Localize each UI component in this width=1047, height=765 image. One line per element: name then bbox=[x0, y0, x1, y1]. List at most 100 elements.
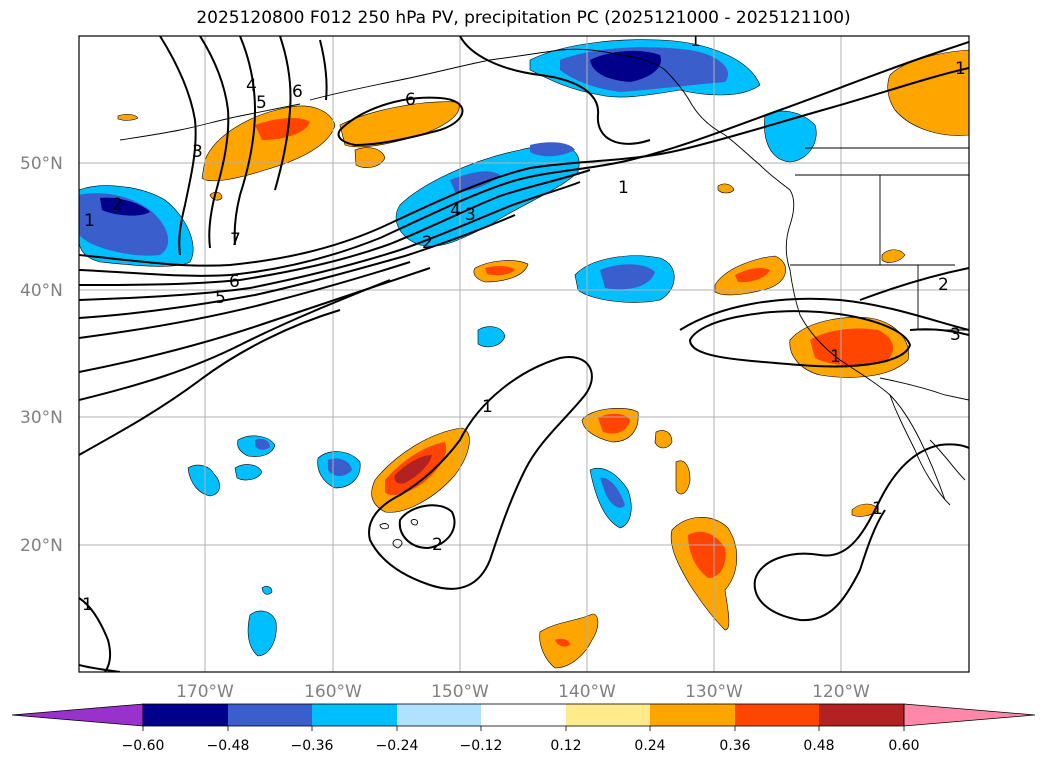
colorbar-tick-label: −0.48 bbox=[207, 738, 250, 754]
precip-pos-mid-b-core bbox=[735, 267, 770, 283]
contour-label: 2 bbox=[432, 535, 443, 555]
lon-label-150w: 150°W bbox=[431, 682, 489, 702]
precip-pos-east-b bbox=[654, 430, 673, 449]
colorbar-tick-label: 0.12 bbox=[550, 738, 581, 754]
contour-label: 3 bbox=[950, 325, 961, 345]
coast-alaska-south bbox=[309, 48, 761, 166]
coast-aleutians bbox=[119, 103, 301, 141]
precip-band-central-core bbox=[450, 171, 500, 192]
pv-contour-east-3 bbox=[909, 328, 969, 336]
colorbar-tick-label: −0.60 bbox=[122, 738, 165, 754]
precip-blob-nw-pacific-deep bbox=[100, 197, 150, 216]
colorbar-bin bbox=[566, 704, 650, 726]
precip-blob-west-d bbox=[187, 464, 220, 497]
contour-label: 2 bbox=[422, 233, 433, 253]
precip-pos-east-a-core bbox=[598, 413, 630, 434]
lat-label-30n: 30°N bbox=[20, 408, 63, 428]
colorbar-tick-label: −0.24 bbox=[376, 738, 419, 754]
colorbar-bin bbox=[397, 704, 481, 726]
precip-blob-mid-pacific-core bbox=[600, 264, 655, 290]
precip-band-central-core2 bbox=[530, 142, 575, 157]
pv-contour-alaska-1 bbox=[459, 36, 651, 145]
colorbar-extend-low bbox=[11, 703, 144, 727]
precip-pos-north-a-core bbox=[255, 118, 310, 140]
pv-contour-east-closed bbox=[688, 310, 912, 368]
colorbar-bin bbox=[312, 704, 397, 726]
contour-label: 1 bbox=[872, 499, 883, 519]
precip-pos-small-a bbox=[717, 183, 735, 194]
precip-pos-mid-a-core bbox=[485, 265, 515, 276]
contour-label-group: 1 2 3 4 5 6 6 7 1 1 2 4 3 5 6 1 2 1 1 2 … bbox=[82, 31, 966, 615]
pv-contour-east-2 bbox=[859, 267, 969, 301]
precip-pos-subtropical-main-deep bbox=[394, 455, 432, 484]
pv-contour-5 bbox=[79, 214, 516, 319]
pv-contour-north-ridge-1 bbox=[159, 36, 197, 256]
island-hawaii-c bbox=[410, 519, 419, 526]
map-content: 1 2 3 4 5 6 6 7 1 1 2 4 3 5 6 1 2 1 1 2 … bbox=[79, 31, 969, 672]
contour-label: 6 bbox=[405, 90, 416, 110]
contour-label: 2 bbox=[938, 275, 949, 295]
precip-pos-east-c bbox=[675, 460, 691, 495]
precip-pos-small-d bbox=[209, 191, 223, 201]
latitude-labels: 50°N 40°N 30°N 20°N bbox=[20, 154, 63, 556]
colorbar-tick-label: 0.24 bbox=[634, 738, 665, 754]
contour-label: 1 bbox=[690, 31, 701, 51]
pv-contour-6 bbox=[79, 261, 411, 339]
colorbar-tick-label: 0.36 bbox=[719, 738, 750, 754]
pv-contour-3 bbox=[79, 169, 591, 286]
pv-contour-closed-6 bbox=[337, 96, 464, 147]
contour-label: 6 bbox=[229, 272, 240, 292]
map-title: 2025120800 F012 250 hPa PV, precipitatio… bbox=[196, 8, 851, 28]
lon-label-140w: 140°W bbox=[558, 682, 616, 702]
island-hawaii-b bbox=[392, 539, 403, 549]
precip-pos-north-b bbox=[339, 101, 460, 148]
colorbar-bin bbox=[819, 704, 904, 726]
precip-blob-small-a bbox=[477, 326, 506, 348]
precip-pos-california-core bbox=[810, 328, 894, 366]
precip-pos-south-b bbox=[539, 613, 599, 669]
pv-contour-1 bbox=[79, 67, 969, 267]
lat-label-20n: 20°N bbox=[20, 536, 63, 556]
colorbar-bin bbox=[650, 704, 735, 726]
precip-blob-subtropical-a-core bbox=[600, 477, 625, 508]
contour-label: 4 bbox=[246, 76, 257, 96]
coast-baja bbox=[889, 394, 951, 506]
pv-contour-north-ridge-4 bbox=[274, 36, 292, 191]
pv-contour-southeast-2 bbox=[753, 509, 886, 622]
colorbar-tick-label: −0.36 bbox=[291, 738, 334, 754]
contour-label: 1 bbox=[618, 178, 629, 198]
pv-contour-closed-2 bbox=[398, 504, 456, 550]
contour-label: 1 bbox=[830, 347, 841, 367]
pv-contour-southeast-1 bbox=[754, 443, 969, 581]
precip-blob-alaska-deep bbox=[590, 50, 661, 82]
lon-label-120w: 120°W bbox=[812, 682, 870, 702]
pv-contour-north-ridge-2 bbox=[199, 36, 230, 249]
contour-label: 1 bbox=[82, 595, 93, 615]
pv-contour-9 bbox=[79, 309, 341, 456]
colorbar-tick-label: −0.12 bbox=[460, 738, 503, 754]
pv-contour-4 bbox=[79, 181, 581, 301]
contour-label: 7 bbox=[230, 230, 241, 250]
colorbar-outline bbox=[142, 703, 905, 727]
precip-blob-south-a bbox=[247, 610, 277, 657]
pv-contours bbox=[79, 36, 969, 672]
precip-blob-west-a-core bbox=[328, 458, 352, 476]
pv-contour-subtropical-1 bbox=[368, 356, 593, 590]
contour-label: 1 bbox=[955, 59, 966, 79]
colorbar: −0.60 −0.48 −0.36 −0.24 −0.12 0.12 0.24 … bbox=[11, 703, 1036, 754]
lon-label-160w: 160°W bbox=[304, 682, 362, 702]
precip-pos-south-b-core bbox=[555, 638, 570, 647]
coast-bc-west bbox=[759, 164, 946, 501]
pv-contour-southwest-1 bbox=[79, 597, 112, 672]
colorbar-bin bbox=[735, 704, 819, 726]
pv-contour-east-1 bbox=[679, 297, 969, 331]
precip-pos-south-a-core bbox=[688, 531, 726, 578]
colorbar-bin bbox=[228, 704, 312, 726]
lat-label-50n: 50°N bbox=[20, 154, 63, 174]
lon-label-130w: 130°W bbox=[685, 682, 743, 702]
contour-label: 3 bbox=[465, 205, 476, 225]
contour-label: 6 bbox=[292, 82, 303, 102]
colorbar-ticks bbox=[142, 726, 905, 731]
contour-label: 4 bbox=[450, 201, 461, 221]
